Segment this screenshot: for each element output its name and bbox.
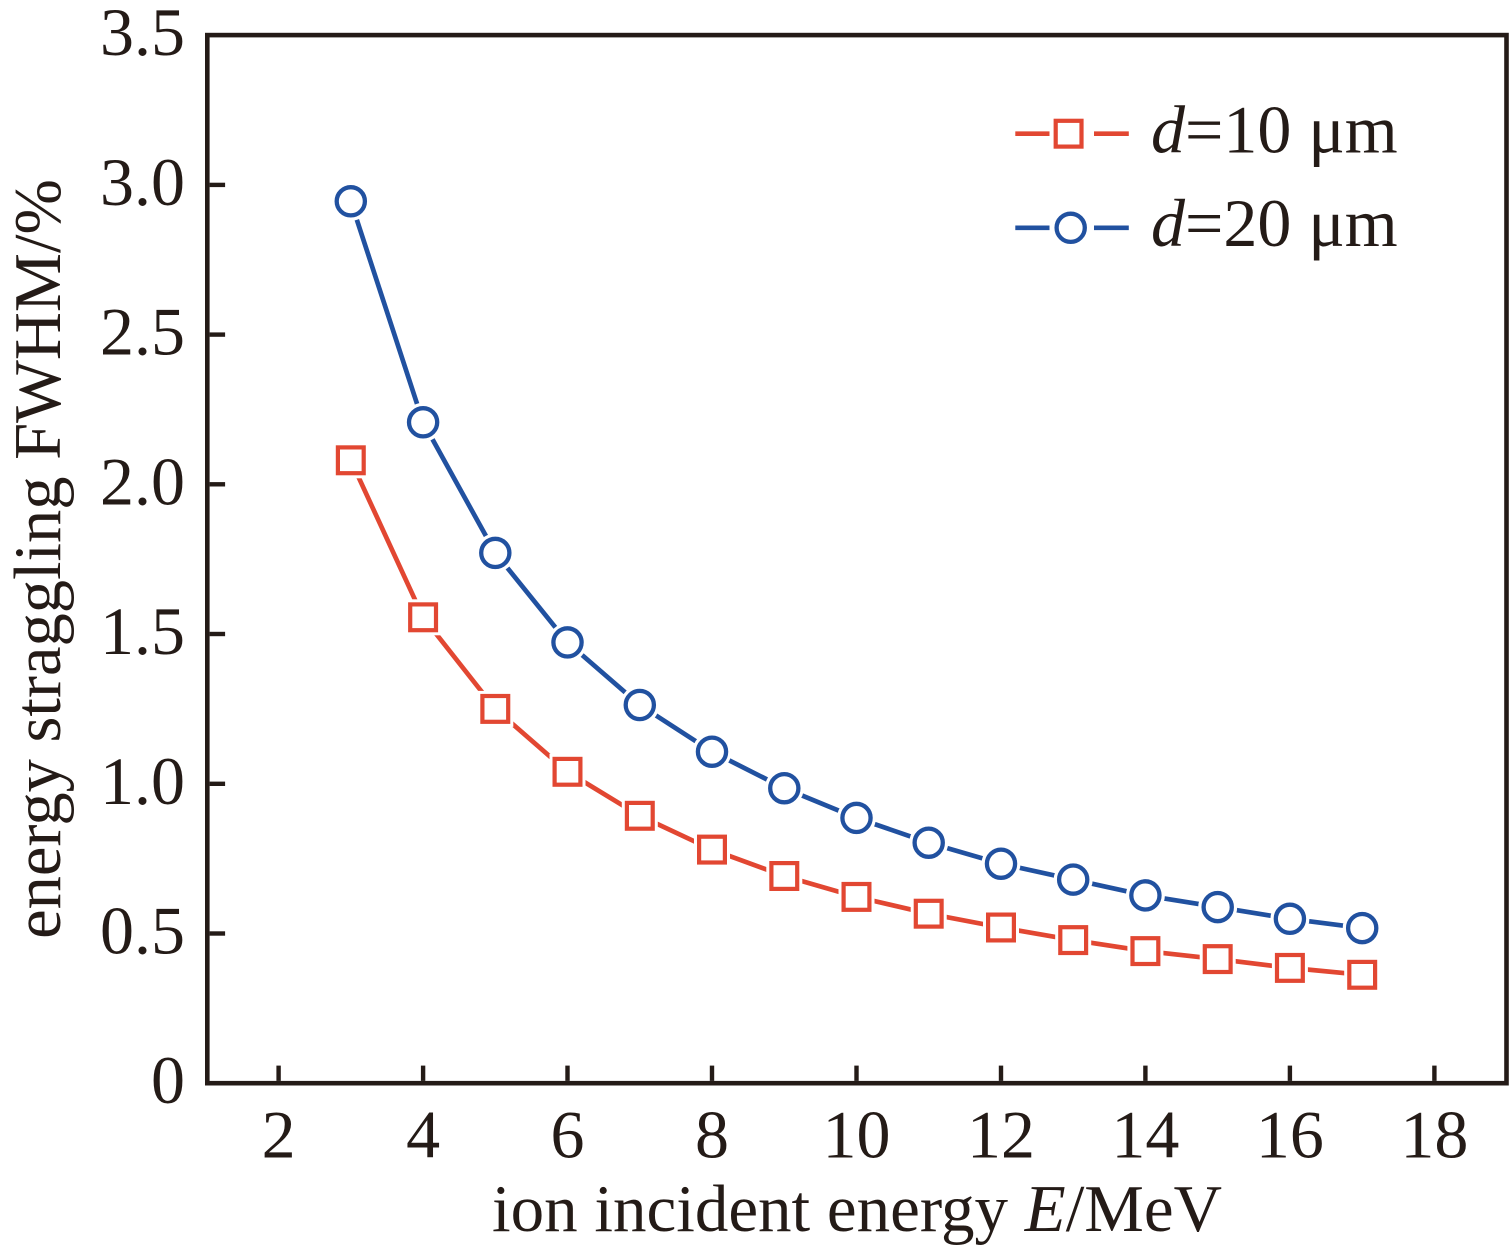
svg-text:6: 6 [551, 1096, 585, 1172]
svg-text:2: 2 [262, 1096, 296, 1172]
svg-text:14: 14 [1111, 1096, 1179, 1172]
svg-text:1.5: 1.5 [100, 593, 185, 669]
svg-text:4: 4 [406, 1096, 440, 1172]
svg-text:10: 10 [823, 1096, 891, 1172]
svg-text:16: 16 [1256, 1096, 1324, 1172]
svg-text:2.0: 2.0 [100, 443, 185, 519]
svg-text:12: 12 [967, 1096, 1035, 1172]
svg-text:3.5: 3.5 [100, 0, 185, 70]
svg-text:1.0: 1.0 [100, 743, 185, 819]
svg-text:energy straggling FWHM/%: energy straggling FWHM/% [2, 179, 75, 939]
svg-text:0.5: 0.5 [100, 893, 185, 969]
svg-text:8: 8 [695, 1096, 729, 1172]
svg-text:3.0: 3.0 [100, 144, 185, 220]
svg-text:d=20 μm: d=20 μm [1151, 185, 1398, 261]
svg-text:d=10 μm: d=10 μm [1151, 91, 1398, 167]
svg-text:18: 18 [1400, 1096, 1468, 1172]
svg-text:2.5: 2.5 [100, 294, 185, 370]
svg-text:0: 0 [151, 1042, 185, 1118]
svg-text:ion incident energy E/MeV: ion incident energy E/MeV [492, 1172, 1222, 1246]
